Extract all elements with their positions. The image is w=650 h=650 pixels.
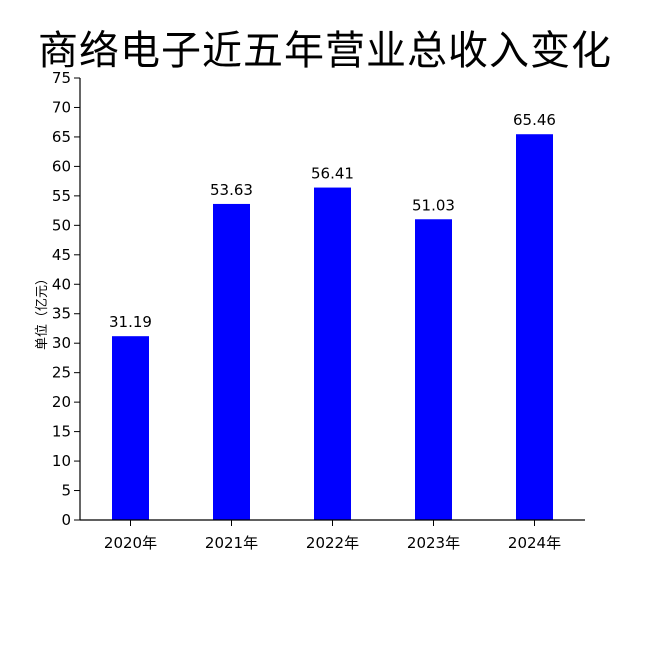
y-tick-label: 50 xyxy=(52,216,71,234)
y-tick-label: 40 xyxy=(52,275,71,293)
y-tick-label: 15 xyxy=(52,423,71,441)
x-tick-label-1: 2021年 xyxy=(205,534,258,552)
y-tick-label: 35 xyxy=(52,305,71,323)
y-tick-label: 20 xyxy=(52,393,71,411)
data-label-1: 53.63 xyxy=(210,181,253,199)
bar-0 xyxy=(112,336,149,520)
y-tick-label: 55 xyxy=(52,187,71,205)
data-label-2: 56.41 xyxy=(311,165,354,183)
bar-3 xyxy=(415,219,452,521)
x-tick-label-0: 2020年 xyxy=(104,534,157,552)
x-tick-label-2: 2022年 xyxy=(306,534,359,552)
bar-1 xyxy=(213,203,250,520)
y-axis-label: 单位（亿元） xyxy=(35,272,50,350)
y-tick-label: 45 xyxy=(52,246,71,264)
x-tick-label-4: 2024年 xyxy=(508,534,561,552)
y-tick-label: 0 xyxy=(61,511,71,529)
bars-group: 31.19 53.63 56.41 51.03 65.46 xyxy=(109,111,556,521)
y-tick-label: 60 xyxy=(52,157,71,175)
y-tick-label: 25 xyxy=(52,364,71,382)
y-tick-label: 65 xyxy=(52,128,71,146)
chart-title: 商络电子近五年营业总收入变化 xyxy=(38,28,612,74)
bar-2 xyxy=(314,187,351,520)
y-axis-ticks: 0 5 10 15 20 25 30 35 40 45 50 55 60 65 70 75 xyxy=(52,69,80,529)
data-label-0: 31.19 xyxy=(109,313,152,331)
x-axis-ticks: 2020年 2021年 2022年 2023年 2024年 xyxy=(104,520,561,552)
data-label-3: 51.03 xyxy=(412,196,455,214)
bar-4 xyxy=(516,134,553,520)
x-tick-label-3: 2023年 xyxy=(407,534,460,552)
y-tick-label: 30 xyxy=(52,334,71,352)
y-tick-label: 75 xyxy=(52,69,71,87)
y-tick-label: 70 xyxy=(52,98,71,116)
y-tick-label: 10 xyxy=(52,452,71,470)
y-tick-label: 5 xyxy=(61,482,71,500)
data-label-4: 65.46 xyxy=(513,111,556,129)
